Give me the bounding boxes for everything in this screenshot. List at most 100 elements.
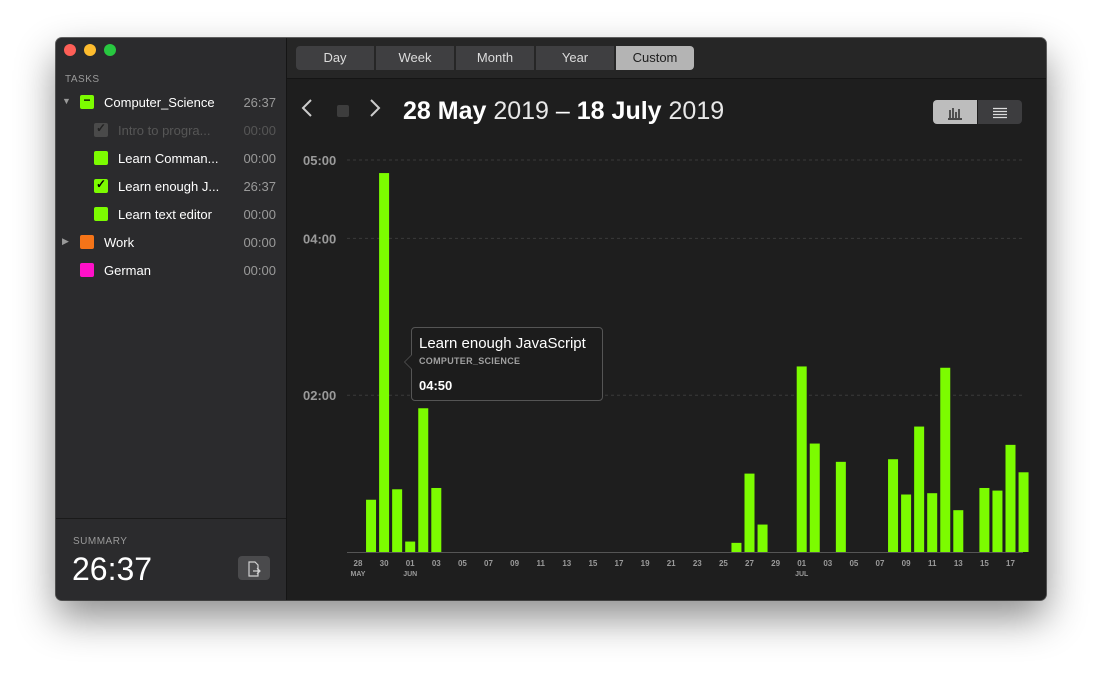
- chart-bar[interactable]: [1005, 444, 1016, 552]
- task-label: Intro to progra...: [118, 123, 211, 138]
- minimize-window-button[interactable]: [84, 44, 96, 56]
- y-tick-label: 05:00: [303, 153, 336, 168]
- task-time: 00:00: [243, 235, 276, 250]
- task-time: 00:00: [243, 123, 276, 138]
- task-label: Learn Comman...: [118, 151, 219, 166]
- period-segmented-control: Day Week Month Year Custom: [296, 46, 694, 70]
- x-tick-label: 15: [980, 559, 989, 568]
- task-color-checkbox[interactable]: −: [80, 93, 94, 109]
- x-tick-label: 13: [562, 559, 571, 568]
- chart-bar[interactable]: [940, 367, 951, 552]
- x-month-label: JUL: [795, 571, 809, 578]
- end-year: 2019: [668, 97, 725, 125]
- summary-value: 26:37: [72, 551, 153, 587]
- chart-bar[interactable]: [979, 487, 990, 552]
- task-row-work[interactable]: ▶ Work 00:00: [56, 228, 286, 256]
- tab-custom[interactable]: Custom: [616, 46, 694, 70]
- list-icon[interactable]: [978, 100, 1022, 124]
- x-tick-label: 05: [458, 559, 467, 568]
- tab-month[interactable]: Month: [456, 46, 534, 70]
- task-color-checkbox[interactable]: [80, 263, 94, 277]
- x-tick-label: 11: [928, 559, 937, 568]
- chart-bar[interactable]: [901, 494, 912, 552]
- export-icon: [248, 560, 261, 577]
- x-tick-label: 17: [1006, 559, 1015, 568]
- view-toggle: [933, 100, 1022, 124]
- task-row-learn-command-line[interactable]: Learn Comman... 00:00: [56, 144, 286, 172]
- x-tick-label: 09: [902, 559, 911, 568]
- task-label: Work: [104, 235, 135, 250]
- sidebar: TASKS ▼ − Computer_Science 26:37 ✓ Intro to p…: [56, 38, 286, 600]
- chart-bar[interactable]: [418, 408, 429, 552]
- x-tick-label: 07: [484, 559, 493, 568]
- task-time: 00:00: [243, 207, 276, 222]
- chart-bar[interactable]: [927, 493, 938, 552]
- task-row-intro-to-programming[interactable]: ✓ Intro to progra... 00:00: [56, 116, 286, 144]
- chart-bar[interactable]: [757, 524, 768, 552]
- checkbox-mark-icon: −: [83, 93, 91, 107]
- task-color-checkbox[interactable]: ✓: [94, 177, 108, 193]
- x-tick-label: 07: [876, 559, 885, 568]
- task-color-checkbox[interactable]: [94, 151, 108, 165]
- tab-day[interactable]: Day: [296, 46, 374, 70]
- chart-bar[interactable]: [796, 366, 807, 552]
- task-row-learn-enough-javascript[interactable]: ✓ Learn enough J... 26:37: [56, 172, 286, 200]
- tooltip-title: Learn enough JavaScript: [419, 335, 586, 352]
- task-row-german[interactable]: German 00:00: [56, 256, 286, 284]
- chart-bar[interactable]: [953, 510, 964, 552]
- x-tick-label: 25: [719, 559, 728, 568]
- x-tick-label: 30: [380, 559, 389, 568]
- tooltip-subtitle: COMPUTER_SCIENCE: [419, 356, 521, 366]
- main-panel: Day Week Month Year Custom 28 May 2019 –…: [286, 38, 1046, 600]
- x-tick-label: 01: [797, 559, 806, 568]
- x-month-label: MAY: [351, 571, 366, 578]
- bar-chart-icon[interactable]: [933, 100, 977, 124]
- task-label: Learn enough J...: [118, 179, 220, 194]
- task-label: Learn text editor: [118, 207, 212, 222]
- disclosure-collapsed-icon[interactable]: ▶: [62, 236, 69, 246]
- x-tick-label: 17: [615, 559, 624, 568]
- close-window-button[interactable]: [64, 44, 76, 56]
- chart-bar[interactable]: [835, 461, 846, 552]
- app-window: TASKS ▼ − Computer_Science 26:37 ✓ Intro to p…: [56, 38, 1046, 600]
- x-tick-label: 05: [849, 559, 858, 568]
- start-date: 28 May: [403, 97, 487, 125]
- export-button[interactable]: [238, 556, 270, 580]
- task-color-checkbox[interactable]: [80, 235, 94, 249]
- chevron-right-icon[interactable]: [369, 98, 381, 123]
- chart-bar[interactable]: [914, 426, 925, 552]
- tooltip-value: 04:50: [419, 378, 453, 393]
- chart-bar[interactable]: [731, 542, 742, 552]
- task-color-checkbox[interactable]: ✓: [94, 121, 108, 137]
- task-row-learn-text-editor[interactable]: Learn text editor 00:00: [56, 200, 286, 228]
- x-month-label: JUN: [403, 571, 417, 578]
- stop-icon[interactable]: [337, 105, 349, 117]
- chart-bar[interactable]: [809, 443, 820, 552]
- chart-bar[interactable]: [992, 490, 1003, 552]
- chart-bar[interactable]: [1018, 472, 1029, 552]
- chevron-left-icon[interactable]: [301, 98, 313, 123]
- chart-bar[interactable]: [888, 459, 899, 552]
- task-color-checkbox[interactable]: [94, 207, 108, 221]
- toolbar: Day Week Month Year Custom: [287, 38, 1046, 79]
- disclosure-expanded-icon[interactable]: ▼: [62, 96, 71, 106]
- x-tick-label: 29: [771, 559, 780, 568]
- chart-bar[interactable]: [392, 489, 403, 552]
- chart-bar[interactable]: [366, 499, 377, 552]
- x-tick-label: 21: [667, 559, 676, 568]
- chart-bar[interactable]: [405, 541, 416, 552]
- chart-bar[interactable]: [379, 173, 390, 553]
- zoom-window-button[interactable]: [104, 44, 116, 56]
- tab-year[interactable]: Year: [536, 46, 614, 70]
- start-year: 2019: [493, 97, 549, 125]
- chart-bar[interactable]: [744, 473, 755, 552]
- task-time: 26:37: [243, 179, 276, 194]
- date-separator: –: [555, 97, 570, 125]
- chart-bar[interactable]: [431, 487, 442, 552]
- task-row-computer-science[interactable]: ▼ − Computer_Science 26:37: [56, 88, 286, 116]
- task-time: 00:00: [243, 263, 276, 278]
- x-tick-label: 11: [536, 559, 545, 568]
- tab-week[interactable]: Week: [376, 46, 454, 70]
- bar-tooltip: Learn enough JavaScript COMPUTER_SCIENCE…: [404, 327, 603, 401]
- checkbox-mark-icon: ✓: [95, 121, 107, 135]
